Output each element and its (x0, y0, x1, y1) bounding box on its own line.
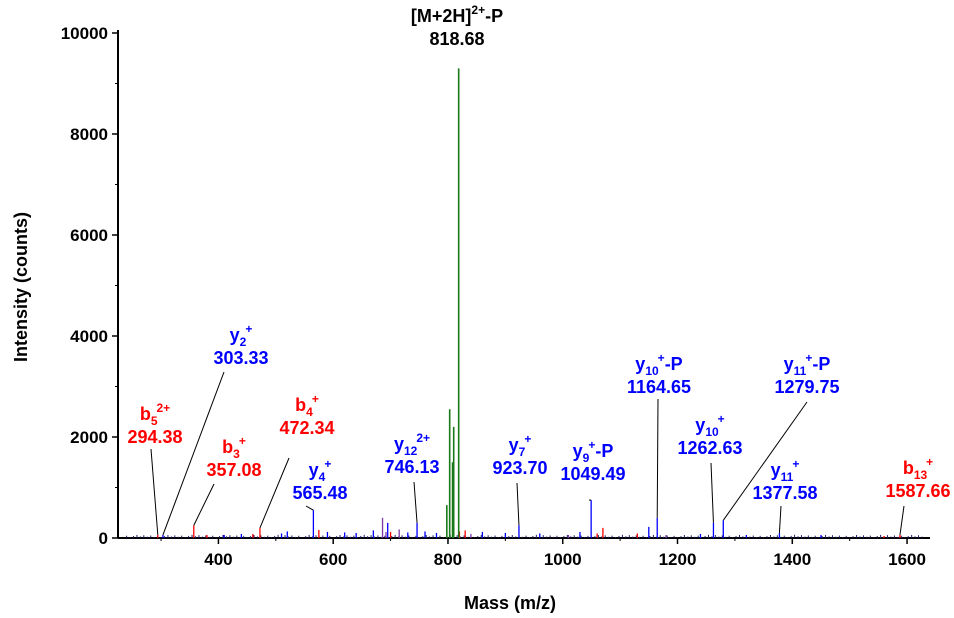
annotation-b-ion: b4+472.34 (279, 392, 334, 438)
x-tick-label: 1000 (544, 550, 582, 569)
annotation-leader (193, 483, 215, 526)
x-tick-label: 600 (319, 550, 347, 569)
annotation-mz-label: 357.08 (206, 460, 261, 480)
annotation-ion-label: y7+ (509, 432, 532, 459)
annotation-leader (516, 482, 520, 526)
annotation-ion-label: y122+ (394, 431, 430, 458)
annotation-ion-label: y11+ (771, 457, 800, 484)
annotation-mz-label: 1164.65 (627, 377, 691, 397)
annotation-y-ion: y7+923.70 (492, 432, 547, 478)
annotation-precursor: [M+2H]2+-P 818.68 (411, 3, 503, 49)
annotation-ion-label: b3+ (222, 434, 246, 461)
y-tick-label: 4000 (70, 327, 108, 346)
annotation-ion-label: y9+-P (573, 438, 614, 465)
y-tick-label: 0 (99, 529, 108, 548)
annotation-ion-label: b52+ (140, 401, 170, 428)
x-tick-label: 1400 (773, 550, 811, 569)
annotation-mz-label: 818.68 (429, 29, 484, 49)
annotation-ion-label: y11+-P (784, 351, 831, 378)
y-tick-label: 8000 (70, 125, 108, 144)
annotation-mz-label: 294.38 (127, 427, 182, 447)
y-axis-title: Intensity (counts) (11, 212, 31, 362)
x-axis-title: Mass (m/z) (464, 593, 556, 613)
annotation-y-ion: y11+1377.58 (752, 457, 817, 503)
annotation-y-ion: y122+746.13 (384, 431, 439, 477)
annotation-leader (722, 401, 808, 521)
x-tick-label: 1600 (888, 550, 926, 569)
annotation-mz-label: 1279.75 (774, 377, 839, 397)
annotation-ion-label: y2+ (230, 322, 253, 349)
annotation-y-ion: y10+1262.63 (677, 412, 742, 458)
y-tick-label: 2000 (70, 428, 108, 447)
x-tick-label: 1200 (659, 550, 697, 569)
x-tick-label: 800 (434, 550, 462, 569)
annotation-ion-label: y10+ (695, 412, 724, 439)
annotation-mz-label: 923.70 (492, 458, 547, 478)
annotation-mz-label: 1049.49 (560, 464, 625, 484)
annotation-mz-label: 303.33 (213, 348, 268, 368)
annotation-ion-label: y4+ (309, 457, 332, 484)
annotation-mz-label: 746.13 (384, 457, 439, 477)
annotation-leader (778, 505, 782, 533)
annotation-mz-label: 1262.63 (677, 438, 742, 458)
annotation-ion-label: [M+2H]2+-P (411, 3, 503, 26)
annotation-leader (899, 505, 905, 536)
annotation-leader (413, 481, 418, 523)
annotation-ion-label: b4+ (295, 392, 319, 419)
annotation-leader (710, 462, 714, 523)
annotation-y-ion: y4+565.48 (292, 457, 347, 503)
annotation-b-ion: b3+357.08 (206, 434, 261, 480)
annotation-b-ion: b13+1587.66 (885, 455, 950, 501)
annotation-leader (150, 448, 159, 536)
annotation-leader (305, 505, 314, 511)
annotation-b-ion: b52+294.38 (127, 401, 182, 447)
annotation-y-ion: y2+303.33 (213, 322, 268, 368)
annotation-mz-label: 1587.66 (885, 481, 950, 501)
y-tick-label: 10000 (61, 24, 108, 43)
annotation-mz-label: 565.48 (292, 483, 347, 503)
annotation-leader (162, 371, 225, 536)
annotation-leader (259, 457, 290, 529)
peaks (126, 68, 923, 538)
annotation-ion-label: y10+-P (635, 351, 682, 378)
annotation-ion-label: b13+ (903, 455, 933, 482)
annotations: [M+2H]2+-P 818.68 y2+303.33 b52+294.38 b4+47… (127, 3, 951, 536)
y-tick-label: 6000 (70, 226, 108, 245)
x-tick-label: 400 (204, 550, 232, 569)
annotation-mz-label: 1377.58 (752, 483, 817, 503)
annotation-mz-label: 472.34 (279, 418, 334, 438)
annotation-leader (656, 398, 659, 518)
